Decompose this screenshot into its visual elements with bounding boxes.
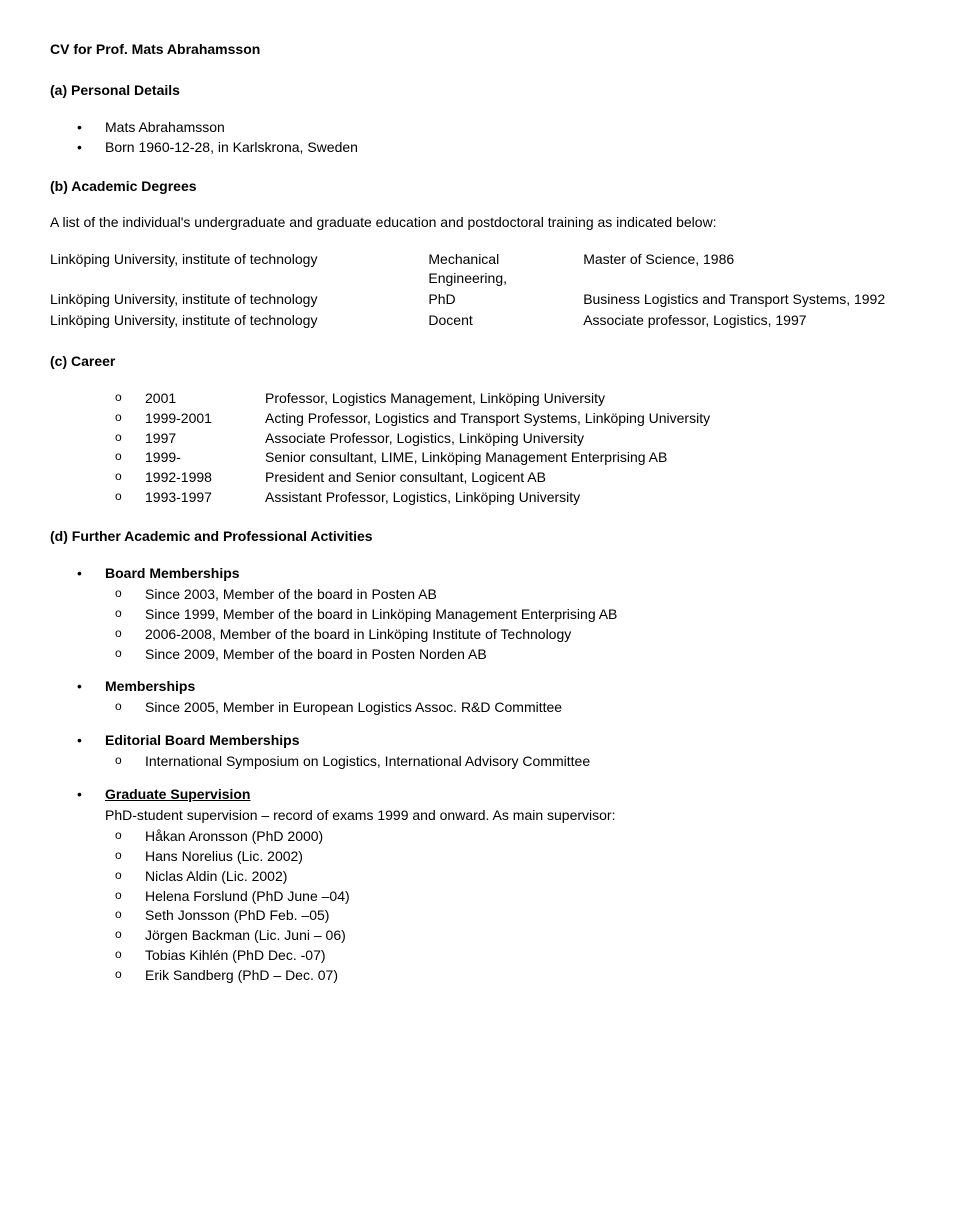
career-desc: President and Senior consultant, Logicen… (265, 468, 546, 487)
page-title: CV for Prof. Mats Abrahamsson (50, 40, 910, 59)
career-desc: Professor, Logistics Management, Linköpi… (265, 389, 605, 408)
section-b-intro: A list of the individual's undergraduate… (50, 213, 910, 232)
memberships-list: Since 2005, Member in European Logistics… (105, 698, 910, 717)
list-item: Since 1999, Member of the board in Linkö… (145, 605, 910, 624)
list-item: Since 2009, Member of the board in Poste… (145, 645, 910, 664)
list-item: 1999-2001Acting Professor, Logistics and… (145, 409, 910, 428)
career-desc: Senior consultant, LIME, Linköping Manag… (265, 448, 667, 467)
list-item: Since 2005, Member in European Logistics… (145, 698, 910, 717)
degree-institution: Linköping University, institute of techn… (50, 250, 428, 290)
degree-result: Master of Science, 1986 (583, 250, 910, 290)
list-item: Seth Jonsson (PhD Feb. –05) (145, 906, 910, 925)
board-heading: Board Memberships (105, 564, 910, 583)
activities-list: Board Memberships Since 2003, Member of … (50, 564, 910, 985)
degree-type: Docent (428, 311, 583, 332)
career-desc: Associate Professor, Logistics, Linköpin… (265, 429, 584, 448)
career-year: 2001 (145, 389, 265, 408)
list-item: Håkan Aronsson (PhD 2000) (145, 827, 910, 846)
section-c-heading: (c) Career (50, 352, 910, 371)
degree-result: Associate professor, Logistics, 1997 (583, 311, 910, 332)
list-item: Memberships Since 2005, Member in Europe… (105, 677, 910, 717)
list-item: International Symposium on Logistics, In… (145, 752, 910, 771)
career-year: 1992-1998 (145, 468, 265, 487)
list-item: Mats Abrahamsson (105, 118, 910, 137)
supervision-intro: PhD-student supervision – record of exam… (105, 806, 910, 825)
degree-type: Mechanical Engineering, (428, 250, 583, 290)
supervision-heading: Graduate Supervision (105, 785, 910, 804)
list-item: Since 2003, Member of the board in Poste… (145, 585, 910, 604)
list-item: Board Memberships Since 2003, Member of … (105, 564, 910, 663)
list-item: Graduate Supervision PhD-student supervi… (105, 785, 910, 985)
career-year: 1999-2001 (145, 409, 265, 428)
section-d-heading: (d) Further Academic and Professional Ac… (50, 527, 910, 546)
personal-details-list: Mats Abrahamsson Born 1960-12-28, in Kar… (50, 118, 910, 157)
career-desc: Acting Professor, Logistics and Transpor… (265, 409, 710, 428)
list-item: Born 1960-12-28, in Karlskrona, Sweden (105, 138, 910, 157)
degree-table: Linköping University, institute of techn… (50, 250, 910, 332)
list-item: Helena Forslund (PhD June –04) (145, 887, 910, 906)
career-year: 1999- (145, 448, 265, 467)
table-row: Linköping University, institute of techn… (50, 250, 910, 290)
list-item: 1993-1997Assistant Professor, Logistics,… (145, 488, 910, 507)
list-item: 1992-1998President and Senior consultant… (145, 468, 910, 487)
section-b-heading: (b) Academic Degrees (50, 177, 910, 196)
table-row: Linköping University, institute of techn… (50, 290, 910, 311)
list-item: 2006-2008, Member of the board in Linköp… (145, 625, 910, 644)
list-item: Erik Sandberg (PhD – Dec. 07) (145, 966, 910, 985)
list-item: 1999-Senior consultant, LIME, Linköping … (145, 448, 910, 467)
degree-institution: Linköping University, institute of techn… (50, 290, 428, 311)
list-item: Niclas Aldin (Lic. 2002) (145, 867, 910, 886)
list-item: Jörgen Backman (Lic. Juni – 06) (145, 926, 910, 945)
list-item: Tobias Kihlén (PhD Dec. -07) (145, 946, 910, 965)
memberships-heading: Memberships (105, 677, 910, 696)
editorial-heading: Editorial Board Memberships (105, 731, 910, 750)
list-item: Editorial Board Memberships Internationa… (105, 731, 910, 771)
list-item: 1997Associate Professor, Logistics, Link… (145, 429, 910, 448)
career-year: 1993-1997 (145, 488, 265, 507)
section-a-heading: (a) Personal Details (50, 81, 910, 100)
career-desc: Assistant Professor, Logistics, Linköpin… (265, 488, 580, 507)
list-item: 2001Professor, Logistics Management, Lin… (145, 389, 910, 408)
degree-institution: Linköping University, institute of techn… (50, 311, 428, 332)
career-list: 2001Professor, Logistics Management, Lin… (105, 389, 910, 507)
degree-result: Business Logistics and Transport Systems… (583, 290, 910, 311)
degree-type: PhD (428, 290, 583, 311)
supervision-list: Håkan Aronsson (PhD 2000) Hans Norelius … (105, 827, 910, 985)
list-item: Hans Norelius (Lic. 2002) (145, 847, 910, 866)
editorial-list: International Symposium on Logistics, In… (105, 752, 910, 771)
career-year: 1997 (145, 429, 265, 448)
board-list: Since 2003, Member of the board in Poste… (105, 585, 910, 664)
table-row: Linköping University, institute of techn… (50, 311, 910, 332)
